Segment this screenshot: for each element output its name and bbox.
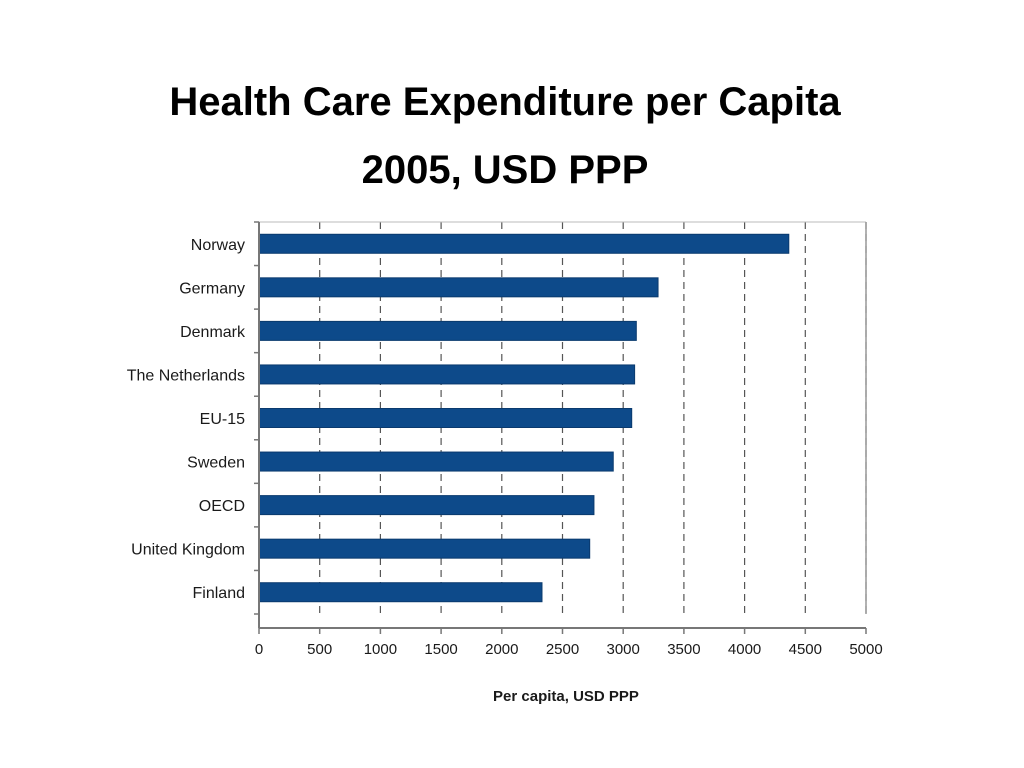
x-tick-labels: 0 500 1000 1500 2000 2500 3000 3500 4000 4500 5000 (255, 641, 883, 658)
x-axis-title: Per capita, USD PPP (493, 688, 639, 705)
category-label: Sweden (187, 455, 245, 472)
bar (258, 320, 637, 341)
bar (258, 451, 614, 472)
category-label: United Kingdom (131, 542, 245, 559)
bar (258, 364, 636, 385)
bar (258, 495, 595, 516)
bar (258, 277, 659, 298)
category-labels: Norway Germany Denmark The Netherlands EU-15… (127, 237, 246, 602)
x-tick-label: 2500 (546, 641, 579, 658)
bar (258, 582, 543, 603)
category-label: Finland (193, 585, 245, 602)
x-tick-label: 4500 (789, 641, 822, 658)
chart-title: Health Care Expenditure per Capita (169, 80, 841, 124)
x-tick-label: 1000 (364, 641, 397, 658)
x-tick-label: 4000 (728, 641, 761, 658)
x-tick-label: 1500 (424, 641, 457, 658)
category-label: Norway (191, 237, 245, 254)
category-label: Germany (179, 280, 245, 297)
x-tick-label: 3500 (667, 641, 700, 658)
bar (258, 233, 790, 254)
chart-subtitle: 2005, USD PPP (361, 148, 649, 192)
category-label: EU-15 (200, 411, 245, 428)
x-tick-label: 3000 (607, 641, 640, 658)
x-tick-label: 5000 (849, 641, 882, 658)
bar (258, 408, 633, 428)
x-tick-label: 500 (307, 641, 332, 658)
x-tick-label: 0 (255, 641, 263, 658)
bars (258, 233, 790, 603)
category-label: The Netherlands (127, 367, 245, 384)
bar (258, 538, 591, 559)
axes (254, 221, 867, 634)
x-tick-label: 2000 (485, 641, 518, 658)
category-label: Denmark (180, 324, 246, 341)
category-label: OECD (199, 498, 245, 515)
